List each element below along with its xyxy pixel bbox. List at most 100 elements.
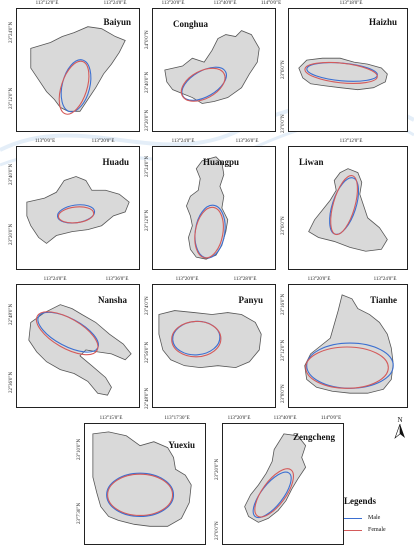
y-tick: 22°36'0"N [9,371,14,393]
conghua-ellipse-female [180,67,226,102]
haizhu-map [298,57,388,91]
panyu-ellipse-female [171,320,222,358]
haizhu-boundary [298,57,388,91]
y-tick: 23°12'0"N [281,339,286,361]
map-panel-panyu: Panyu 113°20'0"E 113°28'0"E 23°4'0"N 22°… [145,277,276,409]
x-tick: 113°12'0"E [339,139,363,144]
legend: Legends Male Female [344,496,410,536]
y-tick: 23°10'0"N [77,438,82,460]
y-tick: 23°0'0"N [215,521,220,540]
north-arrow-icon [394,423,405,439]
map-panel-tianhe: Tianhe 113°20'0"E 113°24'0"E 23°16'0"N 2… [281,277,408,408]
panyu-map [158,310,262,369]
map-panel-huadu: Huadu 113°0'0"E 113°20'0"E 23°40'0"N 23°… [9,139,140,270]
legend-label-female: Female [368,527,386,533]
panel-title: Yuexiu [168,440,195,450]
x-tick: 113°36'0"E [105,277,129,282]
x-tick: 113°40'0"E [213,1,237,6]
panel-title: Panyu [238,295,263,305]
y-tick: 23°6'0"N [281,60,286,79]
zengcheng-ellipse-female [254,468,294,518]
x-tick: 113°20'0"E [175,277,199,282]
female-line-swatch [344,529,362,531]
zengcheng-boundary [244,433,307,523]
y-tick: 23°8'0"N [281,384,286,403]
y-tick: 24°0'0"N [145,30,150,49]
liwan-map [308,168,388,252]
y-tick: 23°24'0"N [145,155,150,177]
yuexiu-ellipse-male [106,472,175,517]
y-tick: 23°12'0"N [145,209,150,231]
tianhe-boundary [304,294,394,394]
y-tick: 23°7'30"N [77,502,82,524]
map-panel-nansha: Nansha 113°24'0"E 113°36'0"E 22°48'0"N 2… [9,277,140,408]
x-tick: 113°20'0"E [91,139,115,144]
y-tick: 23°20'0"N [215,458,220,480]
map-panel-huangpu: Huangpu 113°24'0"E 113°36'0"E 23°24'0"N … [145,139,276,270]
x-tick: 113°20'0"E [227,416,251,421]
north-arrow: N [394,416,406,442]
yuexiu-ellipse-female [107,473,174,517]
nansha-map [28,304,132,396]
male-line-swatch [344,517,362,519]
x-tick: 114°0'0"E [320,416,342,421]
y-tick: 23°40'0"N [9,163,14,185]
nansha-boundary [28,304,132,396]
map-panel-baiyun: Baiyun 113°12'0"E 113°24'0"E 23°24'0"N 2… [9,1,140,132]
y-tick: 23°20'0"N [145,109,150,131]
y-tick: 23°6'0"N [281,216,286,235]
x-tick: 113°24'0"E [103,1,127,6]
panel-title: Huadu [102,157,129,167]
map-panel-haizhu: Haizhu 113°18'0"E 23°6'0"N 23°0'0"N [281,1,408,133]
y-tick: 23°0'0"N [281,114,286,133]
panel-title: Nansha [97,295,127,305]
x-tick: 114°0'0"E [260,1,282,6]
y-tick: 23°12'0"N [9,87,14,109]
x-tick: 113°0'0"E [34,139,56,144]
y-tick: 23°20'0"N [9,223,14,245]
baiyun-map [30,26,126,115]
y-tick: 23°40'0"N [145,71,150,93]
legend-item-female: Female [344,524,410,536]
x-tick: 113°20'0"E [161,1,185,6]
x-tick: 113°40'0"E [273,416,297,421]
panel-title: Zengcheng [292,432,335,442]
conghua-map [164,30,260,104]
huangpu-boundary [186,156,229,260]
tianhe-ellipse-female [305,346,389,389]
panel-title: Huangpu [203,157,240,167]
legend-label-male: Male [368,515,381,521]
x-tick: 113°24'0"E [171,139,195,144]
x-tick: 113°24'0"E [43,277,67,282]
liwan-ellipse-female [330,175,358,236]
huadu-map [26,176,130,244]
huadu-ellipse-female [57,206,95,224]
yuexiu-boundary [92,431,192,527]
map-panel-conghua: Conghua 113°20'0"E 113°40'0"E 114°0'0"E … [145,1,281,132]
x-tick: 113°24'0"E [373,277,397,282]
panel-title: Haizhu [368,17,397,27]
map-panel-yuexiu: Yuexiu 113°15'0"E 113°17'30"E 23°10'0"N … [77,416,206,545]
baiyun-ellipse-female [58,60,90,115]
y-tick: 22°48'0"N [9,303,14,325]
x-tick: 113°17'30"E [164,416,190,421]
nansha-ellipse-female [35,311,99,356]
x-tick: 113°28'0"E [233,277,257,282]
yuexiu-map [92,431,192,527]
legend-item-male: Male [344,512,410,524]
panel-title: Conghua [173,19,209,29]
huangpu-map [186,156,229,260]
huadu-boundary [26,176,130,244]
x-tick: 113°18'0"E [339,1,363,6]
map-panel-zengcheng: Zengcheng 113°20'0"E 113°40'0"E 114°0'0"… [215,416,344,545]
haizhu-ellipse-female [304,61,378,84]
panel-title: Tianhe [370,295,397,305]
panel-title: Baiyun [103,17,131,27]
panel-title: Liwan [299,157,324,167]
liwan-boundary [308,168,388,252]
legend-title: Legends [344,496,377,506]
y-tick: 23°4'0"N [145,296,150,315]
y-tick: 23°24'0"N [9,21,14,43]
y-tick: 23°16'0"N [281,293,286,315]
huangpu-ellipse-female [194,206,224,259]
